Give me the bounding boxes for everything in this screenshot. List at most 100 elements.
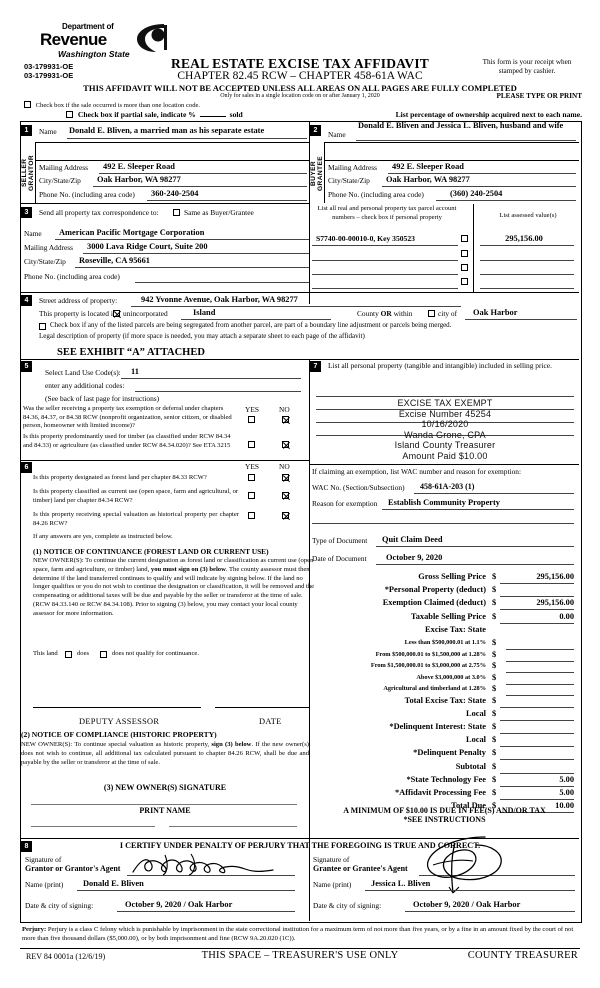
perjury-text: Perjury is a class C felony which is pun… bbox=[22, 926, 574, 942]
stamp-line-6: Amount Paid $10.00 bbox=[402, 450, 488, 461]
continuance-does-not-checkbox[interactable] bbox=[100, 651, 107, 658]
multi-location-checkbox[interactable] bbox=[24, 101, 31, 108]
land-use-q1-no-checkbox[interactable] bbox=[282, 416, 289, 423]
continuance-prefix: This land bbox=[33, 650, 58, 657]
grantee-date-value[interactable]: October 9, 2020 / Oak Harbor bbox=[413, 900, 521, 909]
tax-row-label: Less than $500,000.01 at 1.1% bbox=[404, 639, 486, 646]
parcel-personal-checkbox-3[interactable] bbox=[461, 264, 468, 271]
tax-row-amount-line[interactable] bbox=[500, 732, 574, 734]
county-value[interactable]: Island bbox=[193, 308, 216, 317]
document-date-value[interactable]: October 9, 2020 bbox=[386, 553, 443, 562]
parcel-account-value-1[interactable]: S7740-00-00010-0, Key 350523 bbox=[316, 234, 415, 243]
segregation-checkbox[interactable] bbox=[39, 323, 46, 330]
seller-mailing-value[interactable]: 492 E. Sleeper Road bbox=[103, 162, 175, 171]
tax-row-amount-line[interactable] bbox=[506, 683, 574, 685]
seller-phone-value[interactable]: 360-240-2504 bbox=[151, 189, 199, 198]
tax-row-amount-line[interactable] bbox=[500, 759, 574, 761]
correspondence-city-label: City/State/Zip bbox=[24, 257, 66, 266]
city-checkbox[interactable] bbox=[428, 310, 435, 317]
wac-number-value[interactable]: 458-61A-203 (1) bbox=[420, 482, 475, 491]
wa-dor-logo: Department of Revenue Washington State bbox=[30, 22, 180, 64]
land-use-q2-no-checkbox[interactable] bbox=[282, 441, 289, 448]
excise-tax-exempt-stamp: EXCISE TAX EXEMPT Excise Number 45254 10… bbox=[328, 398, 562, 462]
classification-q3-yes-checkbox[interactable] bbox=[248, 512, 255, 519]
tax-row-dollar-sign: $ bbox=[492, 735, 497, 745]
tax-row-amount-line[interactable] bbox=[506, 660, 574, 662]
buyer-name-value[interactable]: Donald E. Bliven and Jessica L. Bliven, … bbox=[358, 121, 564, 130]
correspondence-city-value[interactable]: Roseville, CA 95661 bbox=[79, 256, 150, 265]
wac-number-label: WAC No. (Section/Subsection) bbox=[312, 483, 405, 492]
land-use-question-1: Was the seller receiving a property tax … bbox=[23, 405, 232, 430]
parcel-personal-checkbox-4[interactable] bbox=[461, 278, 468, 285]
tax-row-amount-line[interactable] bbox=[500, 583, 574, 584]
buyer-phone-value[interactable]: (360) 240-2504 bbox=[450, 189, 503, 198]
correspondence-name-value[interactable]: American Pacific Mortgage Corporation bbox=[59, 228, 205, 237]
tax-row-amount-value[interactable]: 0.00 bbox=[559, 611, 574, 621]
classification-q2-no-checkbox[interactable] bbox=[282, 492, 289, 499]
partial-sale-checkbox[interactable] bbox=[66, 111, 73, 118]
new-owner-print-line-1[interactable] bbox=[31, 826, 155, 827]
parcel-assessed-value-1[interactable]: 295,156.00 bbox=[505, 234, 543, 243]
tax-row-amount-line[interactable] bbox=[500, 812, 574, 814]
tax-row-amount-line[interactable] bbox=[500, 746, 574, 748]
buyer-mailing-value[interactable]: 492 E. Sleeper Road bbox=[392, 162, 464, 171]
new-owner-signature-line[interactable] bbox=[31, 804, 297, 805]
tax-row-amount-line[interactable] bbox=[506, 695, 574, 696]
form-body-frame bbox=[20, 121, 582, 923]
tax-row-amount-line[interactable] bbox=[500, 596, 574, 598]
seller-name-value[interactable]: Donald E. Bliven, a married man as his s… bbox=[69, 126, 265, 135]
tax-row-amount-line[interactable] bbox=[500, 719, 574, 721]
unincorporated-checkbox[interactable] bbox=[113, 310, 120, 317]
county-treasurer-label: COUNTY TREASURER bbox=[467, 950, 578, 961]
same-as-buyer-checkbox[interactable] bbox=[173, 209, 180, 216]
partial-sale-percent-input[interactable] bbox=[199, 116, 226, 117]
tax-row-amount-line[interactable] bbox=[500, 772, 574, 774]
new-owner-print-line-2[interactable] bbox=[169, 826, 297, 827]
tax-row-amount-line[interactable] bbox=[500, 785, 574, 787]
grantor-name-value[interactable]: Donald E. Bliven bbox=[83, 879, 144, 888]
correspondence-mailing-value[interactable]: 3000 Lava Ridge Court, Suite 200 bbox=[87, 242, 208, 251]
grantee-name-value[interactable]: Jessica L. Bliven bbox=[371, 879, 431, 888]
revenue-swoosh-icon bbox=[137, 24, 167, 52]
land-use-q2-yes-checkbox[interactable] bbox=[248, 441, 255, 448]
buyer-name-label: Name bbox=[328, 130, 346, 139]
tax-row-dollar-sign: $ bbox=[492, 748, 497, 758]
tax-row-amount-line[interactable] bbox=[500, 609, 574, 611]
tax-row-amount-value[interactable]: 5.00 bbox=[559, 774, 574, 784]
tax-row-amount-line[interactable] bbox=[506, 672, 574, 673]
stamp-line-5: Island County Treasurer bbox=[394, 440, 496, 451]
deputy-assessor-label: DEPUTY ASSESSOR bbox=[79, 717, 160, 726]
receipt-note: This form is your receipt when stamped b… bbox=[482, 58, 572, 75]
seller-city-value[interactable]: Oak Harbor, WA 98277 bbox=[97, 175, 181, 184]
tax-row-amount-line[interactable] bbox=[500, 798, 574, 800]
land-use-q1-yes-checkbox[interactable] bbox=[248, 416, 255, 423]
classification-section-number: 6 bbox=[21, 462, 32, 473]
buyer-mailing-label: Mailing Address bbox=[328, 163, 378, 172]
tax-row-amount-value[interactable]: 10.00 bbox=[555, 801, 574, 811]
land-use-code-value[interactable]: 11 bbox=[131, 367, 139, 376]
tax-row-amount-line[interactable] bbox=[506, 649, 574, 650]
parcel-personal-checkbox-2[interactable] bbox=[461, 250, 468, 257]
city-value[interactable]: Oak Harbor bbox=[473, 308, 518, 317]
street-address-value[interactable]: 942 Yvonne Avenue, Oak Harbor, WA 98277 bbox=[141, 295, 298, 304]
perjury-note: Perjury: Perjury is a class C felony whi… bbox=[22, 925, 578, 943]
grantor-date-value[interactable]: October 9, 2020 / Oak Harbor bbox=[125, 900, 233, 909]
continuance-does-checkbox[interactable] bbox=[65, 651, 72, 658]
tax-row-amount-line[interactable] bbox=[500, 706, 574, 708]
document-type-value[interactable]: Quit Claim Deed bbox=[382, 535, 443, 544]
tax-row-amount-line[interactable] bbox=[500, 622, 574, 624]
stamp-line-4: Wanda Grone, CPA bbox=[404, 429, 486, 440]
classification-q3-no-checkbox[interactable] bbox=[282, 512, 289, 519]
classification-question-1: Is this property designated as forest la… bbox=[33, 474, 207, 481]
city-of-label: city of bbox=[438, 309, 458, 318]
parcel-personal-checkbox-1[interactable] bbox=[461, 235, 468, 242]
tax-row-amount-value[interactable]: 295,156.00 bbox=[536, 598, 574, 608]
tax-row-amount-value[interactable]: 295,156.00 bbox=[536, 572, 574, 581]
classification-q1-yes-checkbox[interactable] bbox=[248, 474, 255, 481]
land-use-instructions: (See back of last page for instructions) bbox=[45, 394, 160, 403]
classification-q1-no-checkbox[interactable] bbox=[282, 474, 289, 481]
tax-row-amount-value[interactable]: 5.00 bbox=[559, 787, 574, 797]
exemption-reason-value[interactable]: Establish Community Property bbox=[388, 498, 500, 507]
classification-q2-yes-checkbox[interactable] bbox=[248, 492, 255, 499]
buyer-city-value[interactable]: Oak Harbor, WA 98277 bbox=[386, 175, 470, 184]
